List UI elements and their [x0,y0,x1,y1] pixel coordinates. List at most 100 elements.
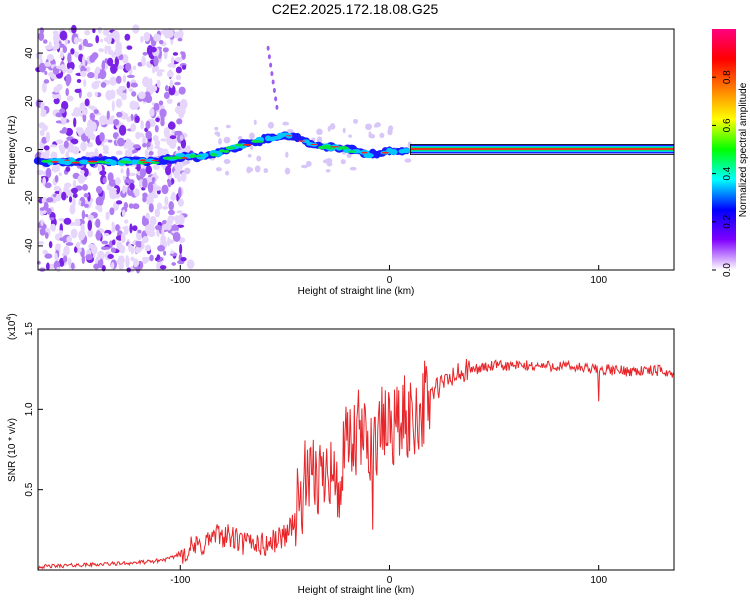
spectrogram-noise-point [256,155,262,162]
spectrogram-noise-point [42,249,48,255]
spectrogram-noise-point [267,121,274,129]
spectrogram-noise-point [38,241,44,245]
spectrogram-noise-point [40,219,44,226]
spectrogram-noise-point [55,139,64,145]
spectrogram-noise-point [223,158,231,165]
spectrogram-noise-point [76,127,84,135]
spectrogram-noise-point [108,179,117,187]
spectrogram-streak-point [266,45,270,51]
spectrogram-streak-point [269,62,273,68]
snr-y-tick-label: 1.0 [24,402,35,416]
spectrogram-noise-point [105,211,110,221]
spectrogram-noise-point [149,46,157,53]
snr-y-tick-label: 0.5 [24,482,35,496]
spectrogram-noise-point [116,111,123,118]
spectrogram-noise-point [130,245,135,255]
spectrogram-ridge-point [87,161,97,164]
spectrogram-noise-point [112,30,119,35]
spectrogram-ridge-point [78,159,90,165]
spectrogram-noise-point [83,168,89,177]
spectrogram-noise-point [130,123,137,132]
spectrogram-noise-point [126,45,133,50]
spectrogram-ridge-point [301,139,310,143]
spectrogram-noise-point [237,135,243,141]
spectrogram-noise-point [147,230,156,238]
spectrogram-noise-point [44,232,49,239]
spectrogram-noise-point [59,129,68,134]
spectrogram-noise-point [78,247,82,252]
spectrogram-ridge-point [285,135,293,137]
spectrogram-noise-point [129,223,133,234]
spectrogram-noise-point [83,203,89,208]
snr-y-axis-label: SNR (10 * v/v) [7,418,18,482]
spectrogram-noise-point [167,121,176,130]
colorbar-ticks: 0.0 0.2 0.4 0.6 0.8 [712,70,733,277]
spectrogram-noise-point [115,200,123,205]
spectrogram-noise-point [154,208,161,218]
spectrogram-noise-point [85,254,93,261]
spectrogram-noise-point [76,78,82,83]
spectrogram-noise-point [145,130,152,140]
spectrogram-noise-point [132,225,138,232]
spectrogram-noise-point [165,165,172,176]
spectrogram-noise-point [134,246,141,254]
spectrogram-noise-point [80,201,85,206]
spectrogram-noise-point [282,121,290,126]
spectrogram-noise-point [174,81,181,86]
spectrogram-noise-point [178,214,184,221]
spectrogram-noise-point [178,187,182,199]
spectrogram-noise-point [87,119,94,131]
spectrogram-noise-point [365,123,373,131]
spectrogram-noise-point [250,145,254,150]
spectrogram-noise-point [59,30,68,41]
spectrogram-noise-point [92,247,96,259]
spectrogram-noise-point [123,219,129,224]
spectrogram-noise-point [68,196,73,203]
spectrogram-panel: -100 0 100 -40 -20 0 20 40 Height of straight … [7,24,675,297]
spectrogram-noise-point [126,81,131,89]
spectrogram-noise-point [102,246,111,250]
colorbar-tick-label: 0.6 [722,118,733,132]
spectrogram-noise-point [70,262,75,270]
spectrogram-noise-point [153,33,162,42]
spectrogram-noise-point [159,108,167,118]
spectrogram-ridge-point [223,149,230,153]
snr-x-tick-label: 0 [387,575,393,586]
spectrogram-noise-point [142,136,147,146]
spectrogram-noise-point [86,152,90,157]
spectrogram-noise-point [106,45,112,51]
spectrogram-ridge-point [109,159,118,166]
spectrogram-noise-point [55,194,62,201]
spectrogram-noise-point [45,167,52,179]
spectrogram-x-tick-label: 100 [590,275,607,286]
spectrogram-noise-point [111,53,116,58]
spectrogram-noise-point [136,162,141,172]
spectrogram-noise-point [44,62,52,67]
spectrogram-noise-point [142,258,148,264]
spectrogram-noise-point [180,257,187,262]
spectrogram-noise-point [346,153,352,159]
spectrogram-noise-point [353,118,359,124]
spectrogram-noise-point [134,188,140,198]
spectrogram-noise-point [110,115,115,119]
spectrogram-noise-point [100,38,104,43]
spectrogram-noise-point [45,131,51,143]
spectrogram-noise-point [115,150,123,155]
spectrogram-ridge-point [401,148,412,154]
spectrogram-noise-point [156,202,163,210]
spectrogram-noise-point [156,254,161,261]
spectrogram-noise-point [79,230,86,239]
spectrogram-noise-point [149,254,154,262]
spectrogram-noise-point [98,69,107,80]
spectrogram-streak-point [274,96,278,102]
spectrogram-noise-point [329,123,336,130]
spectrogram-noise-point [171,224,178,231]
spectrogram-noise-point [118,65,124,70]
spectrogram-noise-point [176,118,183,125]
spectrogram-noise-point [61,191,67,201]
spectrogram-ridge-point [202,152,209,158]
spectrogram-noise-point [46,207,52,215]
spectrogram-noise-point [110,247,116,253]
spectrogram-noise-point [162,250,167,256]
spectrogram-noise-point [167,63,174,68]
